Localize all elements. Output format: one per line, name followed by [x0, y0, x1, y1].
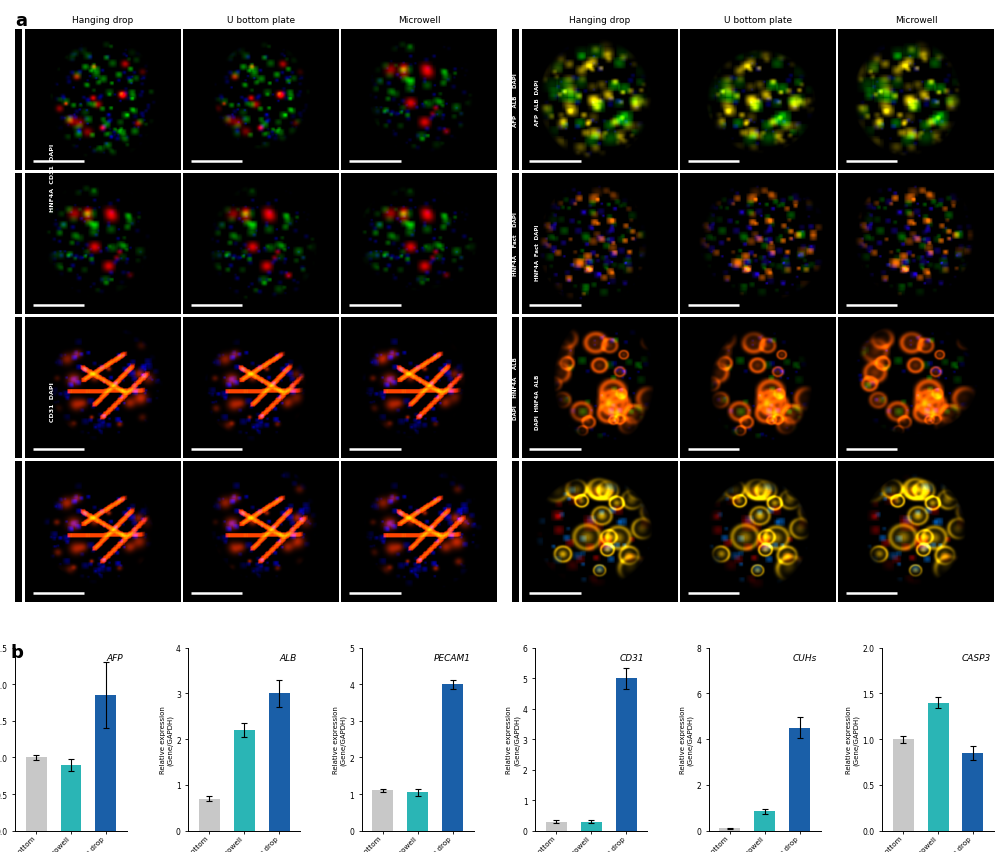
Text: CD31: CD31: [619, 653, 643, 662]
Bar: [442, 684, 462, 831]
Text: CUHs: CUHs: [792, 653, 816, 662]
Bar: [199, 798, 220, 831]
Y-axis label: Relative expression
(Gene/GAPDH): Relative expression (Gene/GAPDH): [333, 705, 346, 774]
Text: Microwell: Microwell: [894, 16, 937, 25]
Y-axis label: Relative expression
(Gene/GAPDH): Relative expression (Gene/GAPDH): [159, 705, 173, 774]
Text: DAPI    HNF4A    ALB: DAPI HNF4A ALB: [513, 356, 518, 419]
Y-axis label: Relative expression
(Gene/GAPDH): Relative expression (Gene/GAPDH): [679, 705, 693, 774]
Text: ALB: ALB: [280, 653, 297, 662]
Bar: [892, 740, 913, 831]
Bar: [407, 792, 428, 831]
Bar: [927, 703, 948, 831]
Text: HNF4A  Fact  DAPI: HNF4A Fact DAPI: [535, 224, 539, 280]
Text: CD31  DAPI: CD31 DAPI: [50, 382, 54, 422]
Text: HNF4A  CD31  DAPI: HNF4A CD31 DAPI: [50, 143, 54, 211]
Bar: [753, 811, 774, 831]
Bar: [788, 728, 809, 831]
Text: AFP  ALB  DAPI: AFP ALB DAPI: [535, 79, 539, 125]
Bar: [25, 757, 46, 831]
Text: AFP: AFP: [107, 653, 123, 662]
Bar: [234, 730, 255, 831]
Text: U bottom plate: U bottom plate: [227, 16, 295, 25]
Bar: [546, 821, 566, 831]
Text: AFP    ALB    DAPI: AFP ALB DAPI: [513, 73, 518, 127]
Bar: [95, 695, 116, 831]
Text: HNF4A    Fact    DAPI: HNF4A Fact DAPI: [513, 212, 518, 276]
Text: PECAM1: PECAM1: [433, 653, 470, 662]
Text: Hanging drop: Hanging drop: [568, 16, 629, 25]
Y-axis label: Relative expression
(Gene/GAPDH): Relative expression (Gene/GAPDH): [846, 705, 859, 774]
Bar: [718, 828, 739, 831]
Bar: [615, 678, 636, 831]
Text: Hanging drop: Hanging drop: [72, 16, 133, 25]
Bar: [580, 821, 601, 831]
Text: CASP3: CASP3: [961, 653, 990, 662]
Text: DAPI  HNF4A  ALB: DAPI HNF4A ALB: [535, 374, 539, 429]
Text: a: a: [15, 12, 27, 30]
Bar: [372, 791, 393, 831]
Bar: [962, 753, 983, 831]
Text: Microwell: Microwell: [397, 16, 440, 25]
Text: b: b: [10, 643, 23, 661]
Bar: [60, 765, 81, 831]
Text: U bottom plate: U bottom plate: [723, 16, 791, 25]
Y-axis label: Relative expression
(Gene/GAPDH): Relative expression (Gene/GAPDH): [506, 705, 520, 774]
Bar: [269, 694, 290, 831]
